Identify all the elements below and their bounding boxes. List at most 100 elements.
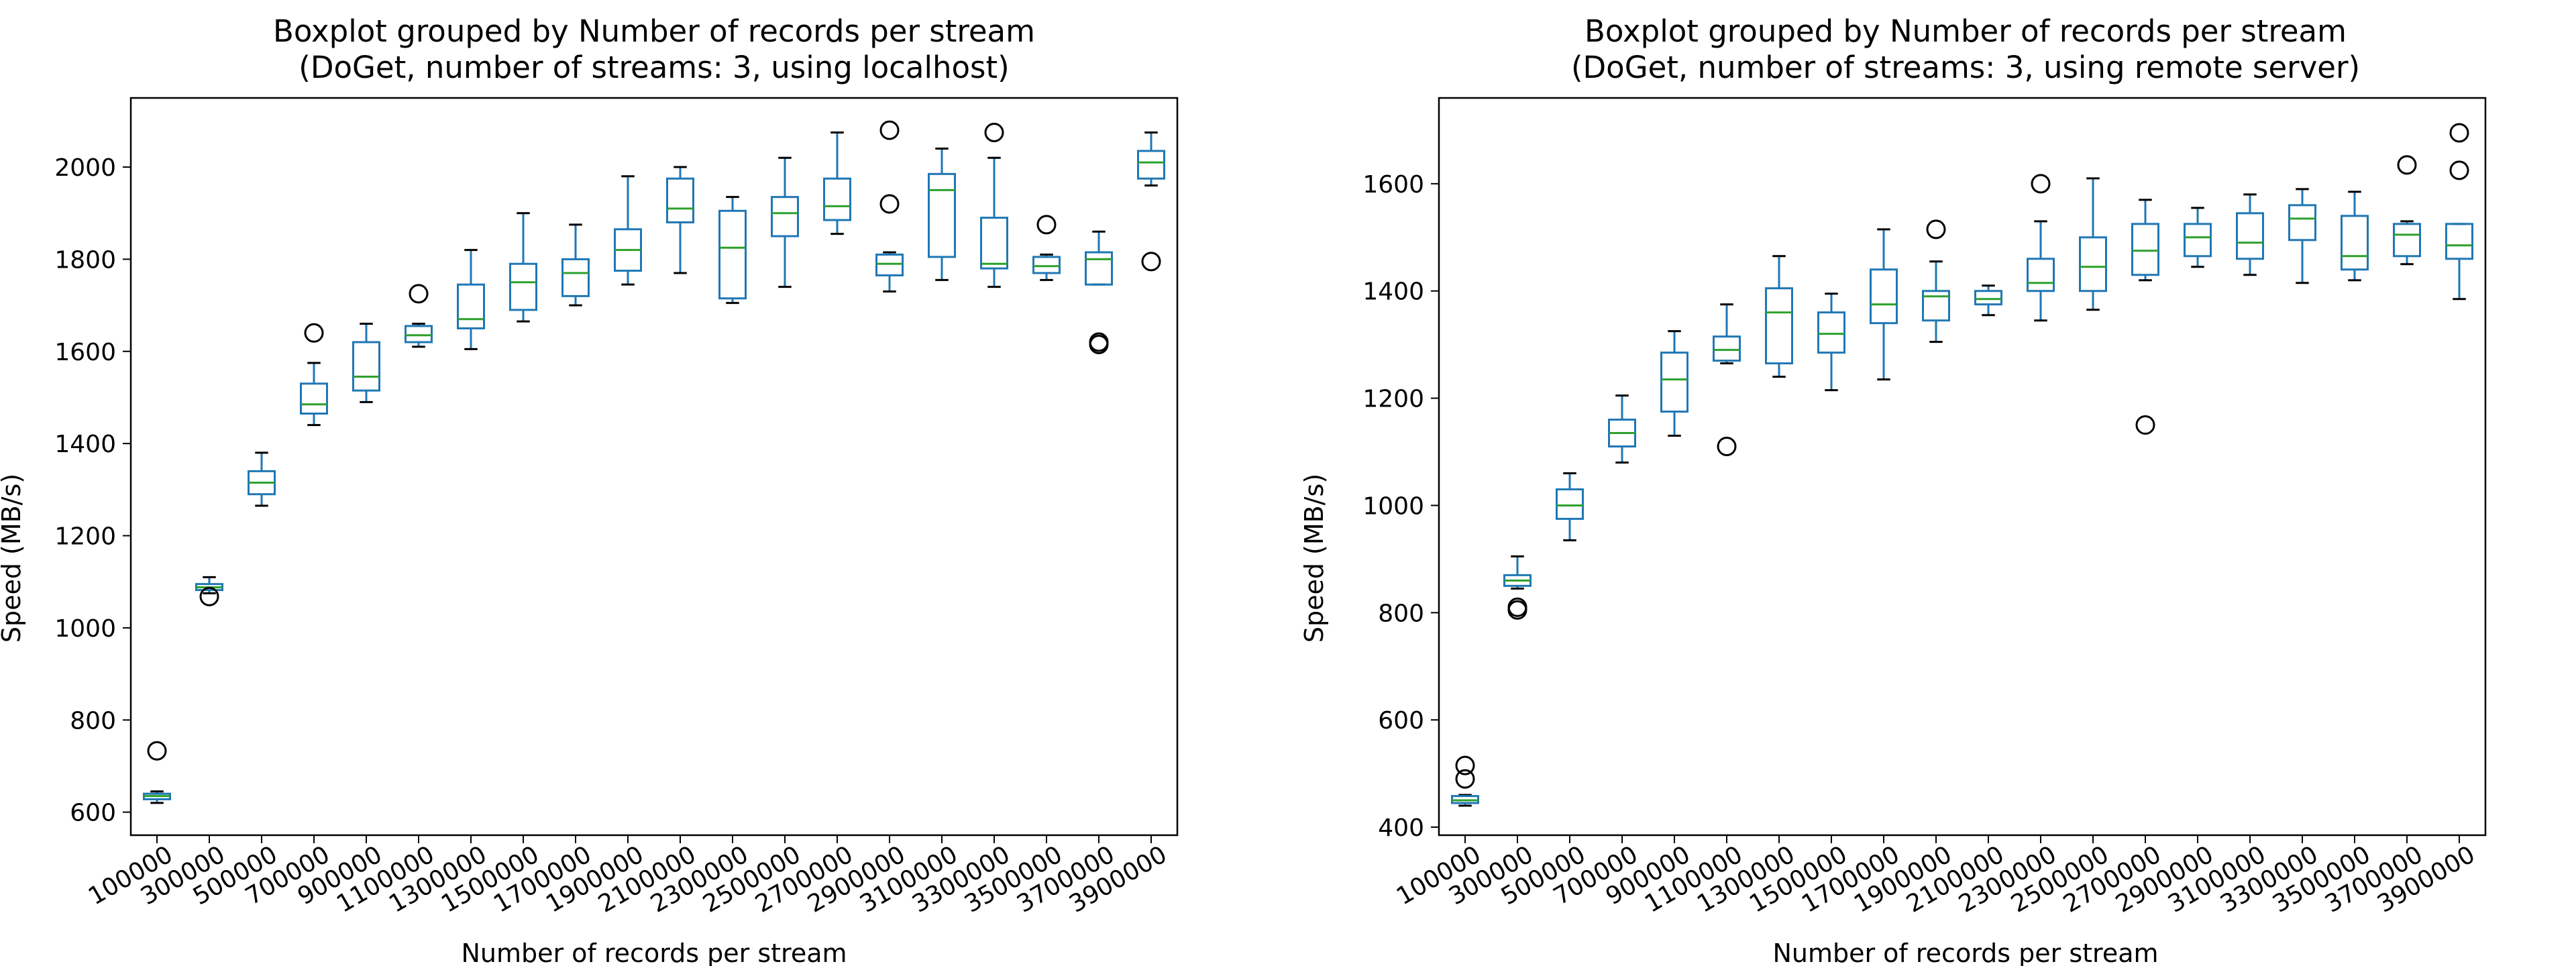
box-3100000 — [2236, 193, 2264, 276]
box-2700000 — [823, 131, 851, 235]
outlier-point — [1141, 252, 1161, 272]
box-body — [2236, 212, 2264, 260]
y-tick-label: 1200 — [54, 523, 116, 551]
outlier-point — [147, 741, 167, 761]
box-3300000 — [980, 123, 1008, 288]
box-body — [875, 254, 904, 276]
box-100000 — [143, 741, 171, 804]
box-2700000 — [2131, 199, 2159, 435]
box-body — [457, 283, 485, 329]
outlier-point — [1507, 600, 1527, 620]
box-body — [1922, 290, 1950, 322]
outlier-point — [409, 284, 429, 304]
y-tick-label: 1000 — [1362, 492, 1424, 520]
chart-subtitle: (DoGet, number of streams: 3, using loca… — [299, 50, 1009, 85]
outlier-point — [2031, 174, 2051, 194]
box-1100000 — [405, 284, 433, 348]
box-1700000 — [1870, 228, 1898, 381]
y-tick-label: 2000 — [54, 154, 116, 182]
y-tick-label: 1200 — [1362, 386, 1424, 413]
box-body — [2445, 223, 2473, 260]
y-tick-label: 800 — [70, 707, 116, 735]
box-body — [1713, 335, 1741, 362]
box-body — [1974, 290, 2002, 306]
box-300000 — [1503, 555, 1532, 620]
chart-title: Boxplot grouped by Number of records per… — [1585, 13, 2347, 49]
outlier-point — [2135, 415, 2155, 435]
box-3900000 — [2445, 123, 2473, 301]
y-tick-label: 1400 — [54, 431, 116, 458]
box-3300000 — [2288, 188, 2316, 284]
outlier-point — [1717, 437, 1737, 457]
box-2500000 — [771, 156, 799, 288]
y-tick-label: 1000 — [54, 615, 116, 643]
y-axis-label: Speed (MB/s) — [1299, 474, 1329, 643]
outlier-point — [1036, 215, 1057, 235]
box-body — [2288, 204, 2316, 241]
outlier-point — [1926, 219, 1946, 239]
box-body — [2341, 215, 2369, 271]
box-body — [666, 177, 694, 223]
box-body — [352, 341, 380, 392]
box-body — [1817, 311, 1845, 354]
box-3700000 — [1085, 230, 1113, 354]
outlier-point — [879, 120, 900, 140]
box-body — [2079, 236, 2107, 292]
box-body — [980, 217, 1008, 270]
box-3900000 — [1137, 131, 1165, 272]
axes-frame — [1438, 97, 2487, 837]
chart-subtitle: (DoGet, number of streams: 3, using remo… — [1571, 50, 2360, 85]
y-tick-label: 1800 — [54, 246, 116, 274]
y-tick-label: 1400 — [1362, 278, 1424, 306]
y-tick-label: 400 — [1378, 814, 1424, 842]
box-body — [823, 177, 851, 221]
box-2300000 — [718, 196, 747, 305]
outlier-point — [2449, 123, 2469, 143]
box-body — [771, 196, 799, 237]
y-tick-label: 1600 — [54, 339, 116, 366]
x-axis-label: Number of records per stream — [461, 938, 847, 966]
y-tick-label: 600 — [1378, 707, 1424, 735]
box-body — [509, 262, 537, 311]
box-body — [1137, 150, 1165, 180]
box-body — [1870, 268, 1898, 325]
box-1500000 — [509, 212, 537, 323]
box-body — [1085, 251, 1113, 286]
box-body — [718, 209, 747, 300]
box-1300000 — [1765, 255, 1793, 378]
box-body — [1556, 488, 1584, 520]
axes-frame — [129, 97, 1179, 837]
box-100000 — [1451, 755, 1479, 807]
y-axis-label-group: Speed (MB/s) — [1299, 474, 1329, 643]
box-body — [2393, 223, 2421, 258]
outlier-point — [984, 123, 1004, 143]
box-700000 — [1608, 394, 1636, 464]
box-body — [405, 325, 433, 343]
outlier-point — [304, 323, 324, 343]
y-axis-label-group: Speed (MB/s) — [0, 474, 26, 643]
box-700000 — [300, 323, 328, 427]
y-axis-label: Speed (MB/s) — [0, 474, 26, 643]
box-2900000 — [875, 120, 904, 292]
box-2100000 — [666, 166, 694, 274]
box-2900000 — [2184, 207, 2212, 268]
outlier-point — [1089, 334, 1109, 354]
outlier-point — [879, 194, 900, 214]
box-3700000 — [2393, 155, 2421, 266]
box-1700000 — [561, 223, 590, 307]
box-3100000 — [928, 148, 956, 281]
box-300000 — [195, 576, 223, 606]
box-1900000 — [614, 175, 642, 286]
box-body — [928, 172, 956, 258]
box-body — [1660, 352, 1688, 413]
box-1500000 — [1817, 292, 1845, 392]
box-900000 — [352, 323, 380, 403]
outlier-point — [2397, 155, 2417, 175]
box-body — [2027, 258, 2055, 292]
box-body — [2184, 223, 2212, 258]
box-body — [1032, 256, 1061, 274]
box-2100000 — [1974, 284, 2002, 317]
box-2500000 — [2079, 177, 2107, 311]
box-1100000 — [1713, 303, 1741, 457]
